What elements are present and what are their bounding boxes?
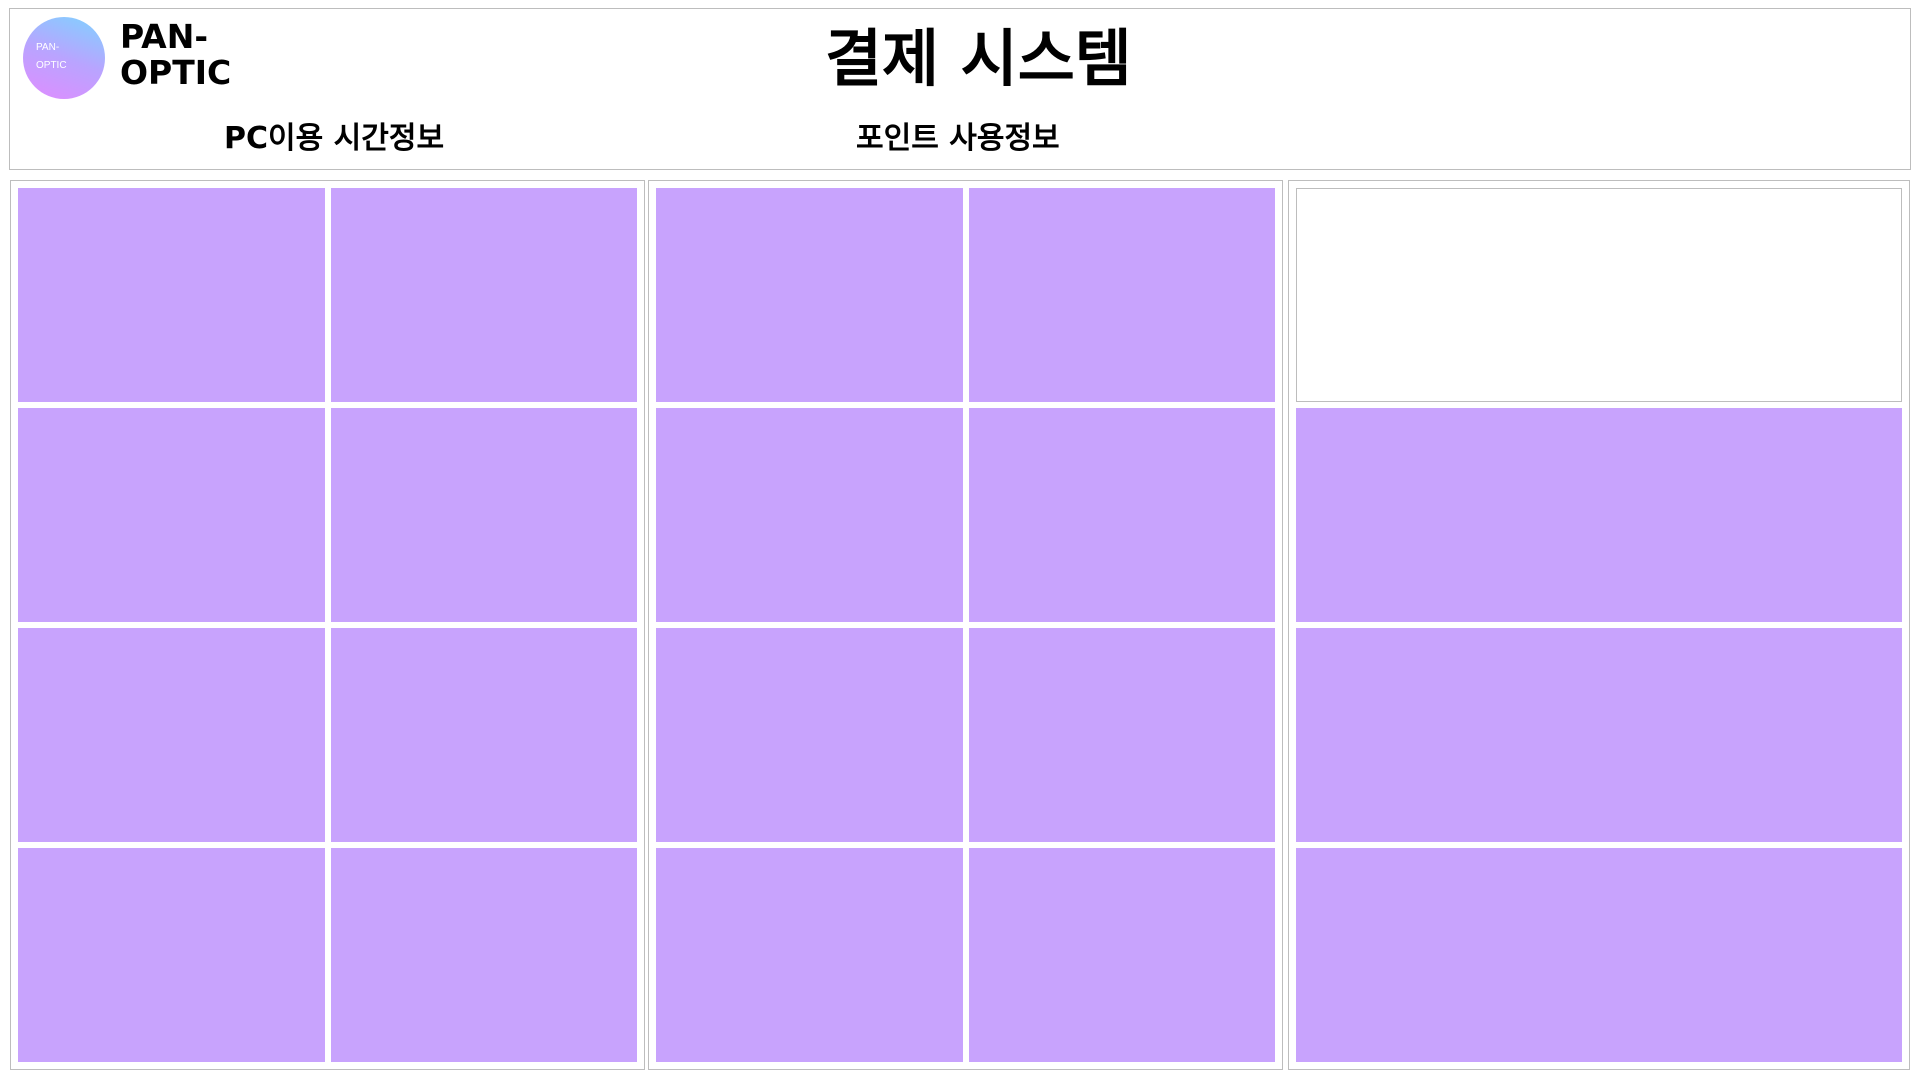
page-title: 결제 시스템 [825,22,1132,95]
point-usage-label: 포인트 사용정보 [856,121,1060,156]
point-usage-grid [656,188,1275,1062]
header-bar: PAN- OPTIC PAN- OPTIC 결제 시스템 PC이용 시간정보 포… [9,8,1911,170]
point-usage-tile[interactable] [968,408,1275,622]
pc-usage-tile[interactable] [330,848,637,1062]
point-usage-tile[interactable] [656,188,963,402]
logo-text: PAN- OPTIC [36,42,67,71]
pc-usage-tile[interactable] [18,848,325,1062]
pc-usage-tile[interactable] [330,628,637,842]
point-usage-tile[interactable] [968,628,1275,842]
point-usage-panel [648,180,1283,1070]
pc-usage-tile[interactable] [330,408,637,622]
payment-tile[interactable] [1296,848,1902,1062]
payment-display-box [1296,188,1902,402]
pc-usage-grid [18,188,637,1062]
pc-usage-tile[interactable] [18,408,325,622]
pc-usage-label: PC이용 시간정보 [224,121,445,156]
pc-usage-panel [10,180,645,1070]
point-usage-tile[interactable] [656,848,963,1062]
payment-tile[interactable] [1296,408,1902,622]
payment-panel [1288,180,1910,1070]
point-usage-tile[interactable] [656,628,963,842]
point-usage-tile[interactable] [656,408,963,622]
payment-tile[interactable] [1296,628,1902,842]
pc-usage-tile[interactable] [330,188,637,402]
pc-usage-tile[interactable] [18,188,325,402]
point-usage-tile[interactable] [968,188,1275,402]
brand-name: PAN- OPTIC [120,17,232,92]
pc-usage-tile[interactable] [18,628,325,842]
payment-grid [1296,188,1902,1062]
logo: PAN- OPTIC [23,17,105,99]
point-usage-tile[interactable] [968,848,1275,1062]
